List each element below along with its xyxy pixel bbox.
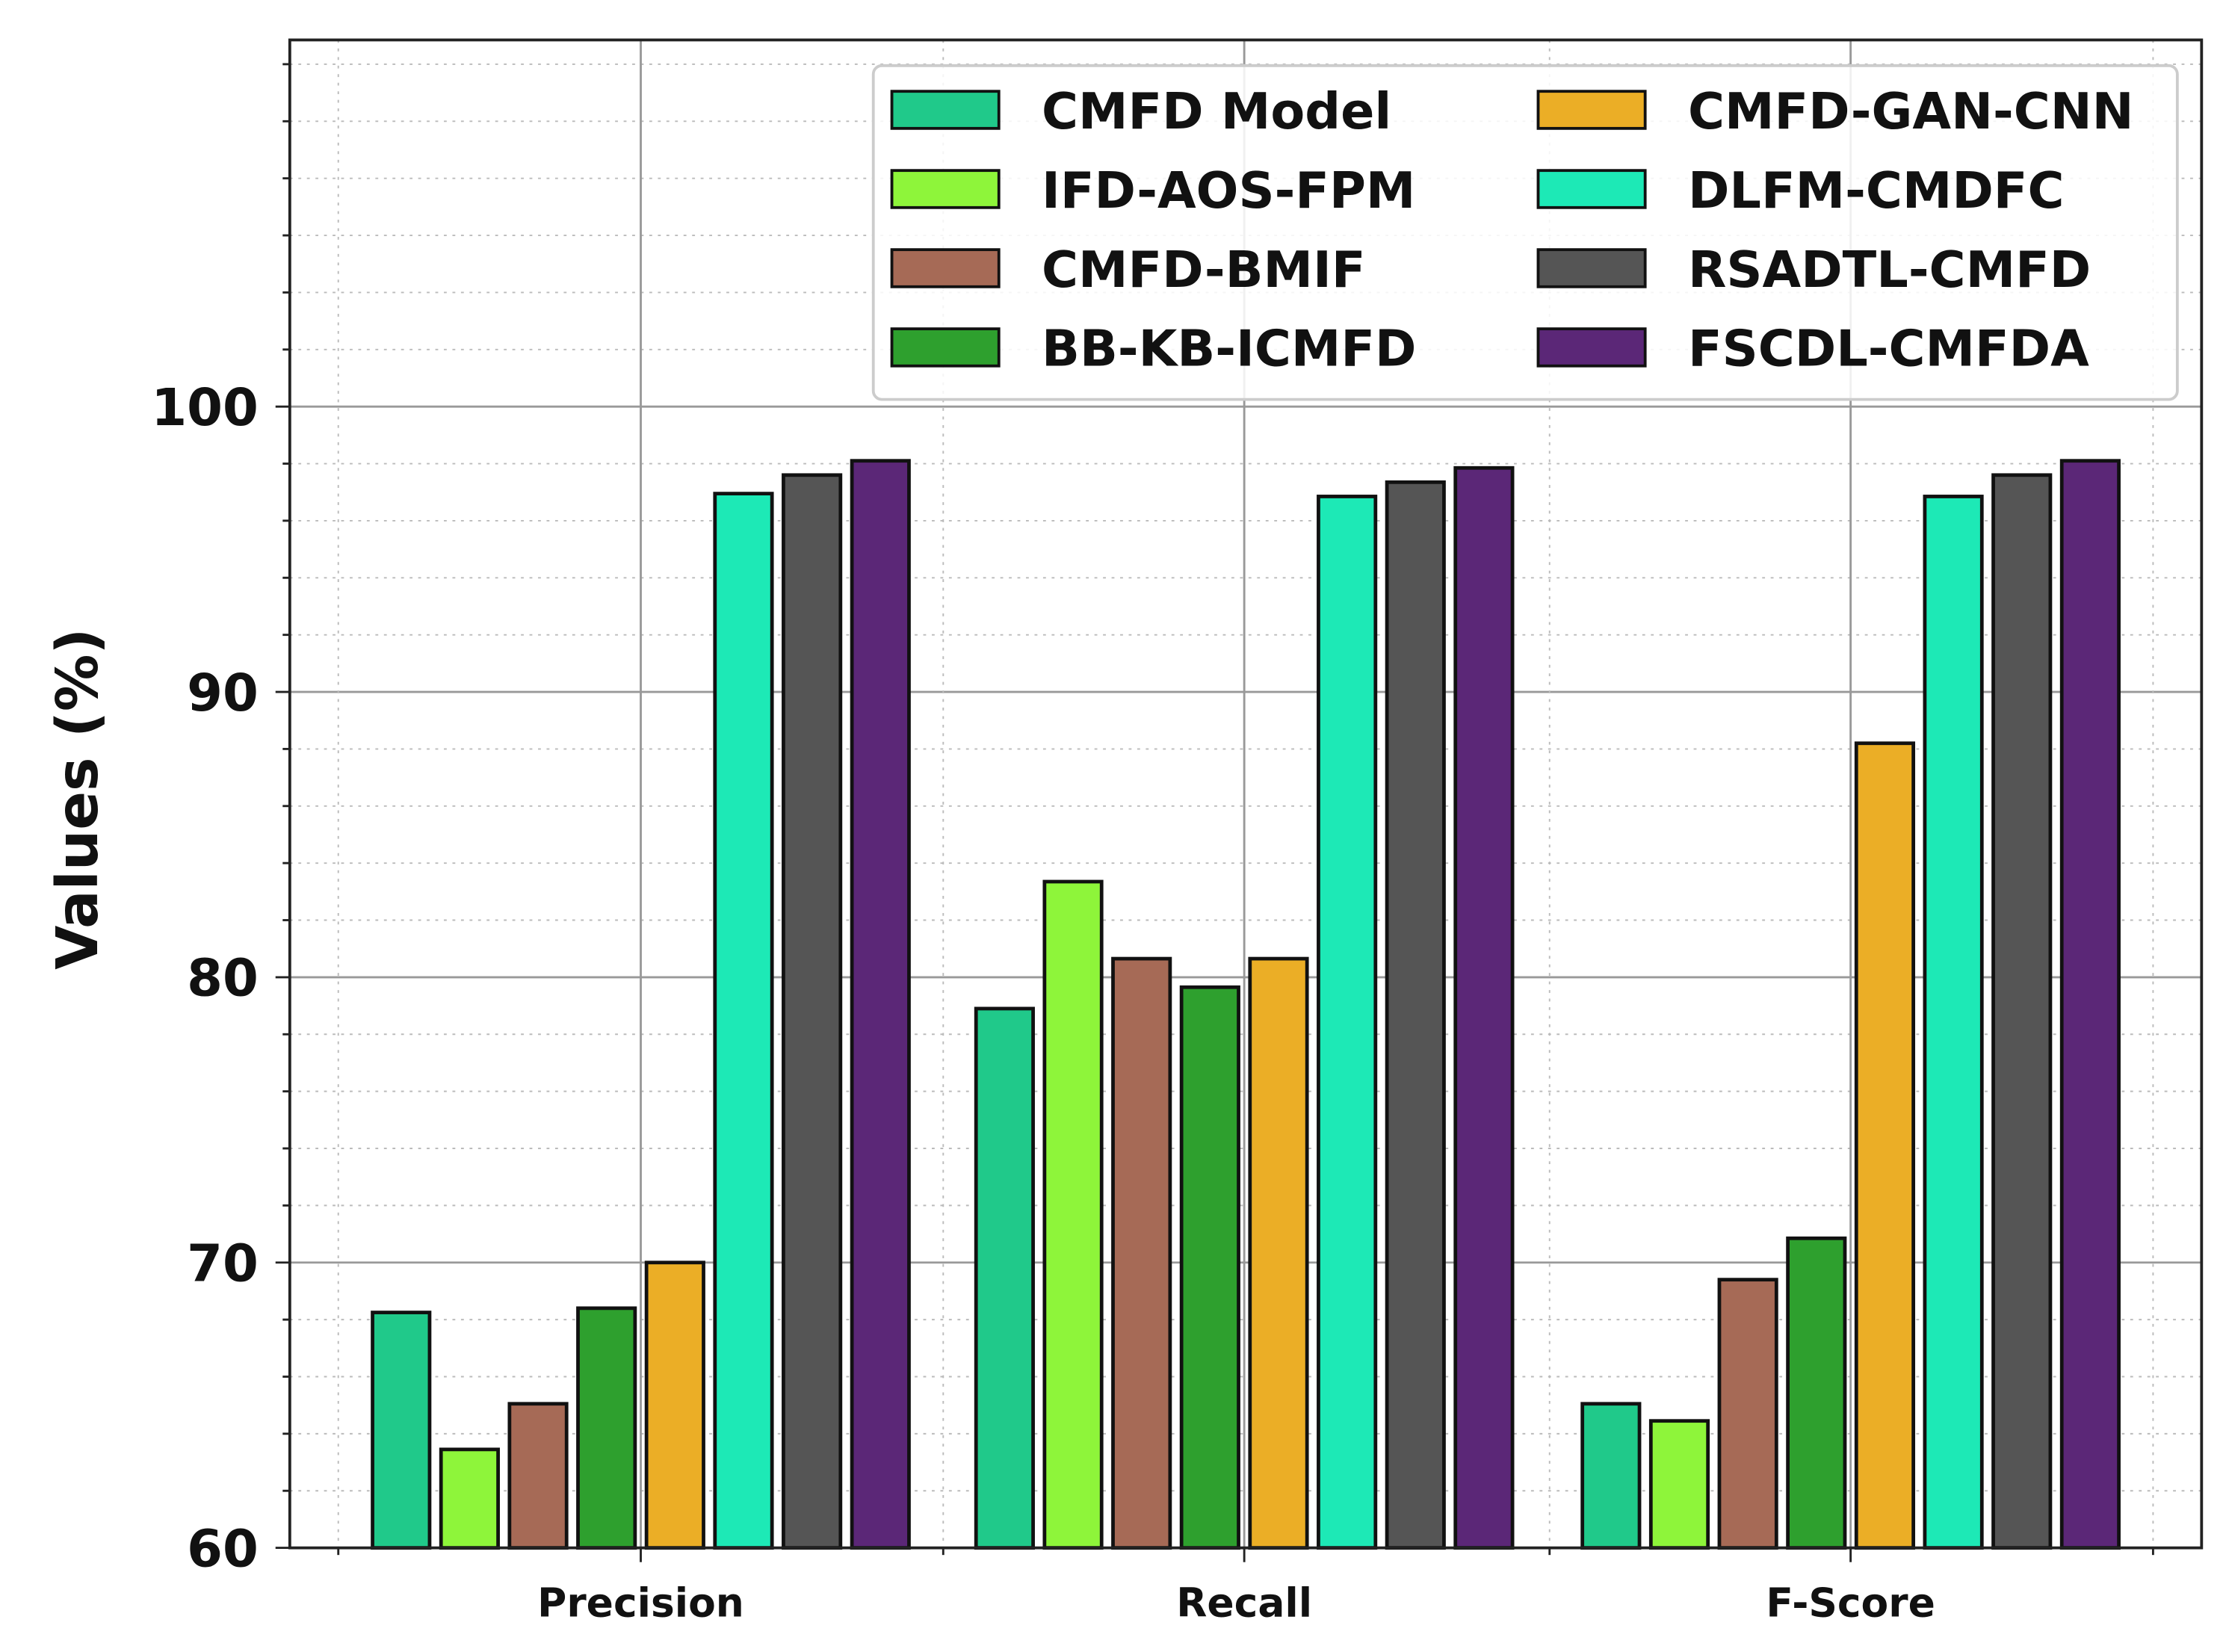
y-tick-label: 70 [187, 1234, 259, 1294]
bar-cmfd-model-precision [371, 1311, 432, 1550]
bar-dlfm-cmdfc-precision [713, 492, 774, 1550]
y-tick-label: 90 [187, 663, 259, 723]
legend-swatch [1536, 248, 1647, 288]
bar-fscdl-cmfda-f-score [2059, 459, 2121, 1550]
bar-dlfm-cmdfc-f-score [1923, 495, 1984, 1550]
legend-swatch [1536, 327, 1647, 368]
x-tick-label: Recall [1176, 1579, 1312, 1626]
bar-rsadtl-cmfd-f-score [1991, 473, 2053, 1550]
legend: CMFD Model IFD-AOS-FPM CMFD-BMIF BB-KB-ICMF… [871, 64, 2179, 401]
x-tick-label: Precision [537, 1579, 744, 1626]
bar-bb-kb-icmfd-precision [576, 1306, 637, 1550]
bar-cmfd-bmif-f-score [1717, 1278, 1778, 1550]
bar-cmfd-gan-cnn-precision [644, 1260, 705, 1550]
bar-bb-kb-icmfd-recall [1179, 985, 1240, 1550]
legend-swatch [890, 90, 1001, 130]
y-tick-label: 100 [151, 378, 258, 438]
legend-frame [871, 64, 2179, 401]
bar-fscdl-cmfda-recall [1453, 465, 1515, 1550]
bar-ifd-aos-fpm-recall [1042, 879, 1104, 1550]
y-axis-label: Values (%) [45, 628, 111, 970]
bar-rsadtl-cmfd-precision [782, 473, 843, 1550]
y-tick-label: 60 [187, 1519, 259, 1579]
bar-ifd-aos-fpm-precision [439, 1447, 500, 1550]
bar-rsadtl-cmfd-recall [1385, 480, 1446, 1550]
y-tick-label: 80 [187, 949, 259, 1009]
bar-cmfd-model-recall [974, 1006, 1035, 1550]
bar-fscdl-cmfda-precision [850, 459, 911, 1550]
legend-label: CMFD Model [1042, 82, 1391, 140]
legend-label: CMFD-BMIF [1042, 241, 1366, 299]
y-ticks: 60 70 80 90 100 [151, 63, 290, 1579]
legend-swatch [1536, 169, 1647, 209]
bar-cmfd-model-f-score [1580, 1402, 1642, 1550]
plot-frame [288, 38, 2204, 1550]
bar-cmfd-bmif-precision [507, 1402, 569, 1550]
legend-swatch [890, 248, 1001, 288]
legend-swatch [890, 169, 1001, 209]
bar-cmfd-gan-cnn-f-score [1854, 741, 1916, 1550]
x-ticks: Precision Recall F-Score [337, 1547, 2154, 1626]
bar-cmfd-bmif-recall [1111, 956, 1172, 1550]
legend-label: BB-KB-ICMFD [1042, 320, 1417, 378]
legend-label: DLFM-CMDFC [1688, 161, 2065, 220]
bar-ifd-aos-fpm-f-score [1648, 1419, 1710, 1550]
legend-label: FSCDL-CMFDA [1688, 320, 2089, 378]
bar-cmfd-gan-cnn-recall [1248, 956, 1309, 1550]
legend-swatch [890, 327, 1001, 368]
bar-dlfm-cmdfc-recall [1317, 495, 1378, 1550]
bar-bb-kb-icmfd-f-score [1786, 1236, 1847, 1550]
legend-swatch [1536, 90, 1647, 130]
bars [371, 459, 2121, 1550]
legend-label: CMFD-GAN-CNN [1688, 82, 2134, 140]
x-tick-label: F-Score [1766, 1579, 1935, 1626]
legend-label: RSADTL-CMFD [1688, 241, 2091, 299]
legend-label: IFD-AOS-FPM [1042, 161, 1415, 220]
